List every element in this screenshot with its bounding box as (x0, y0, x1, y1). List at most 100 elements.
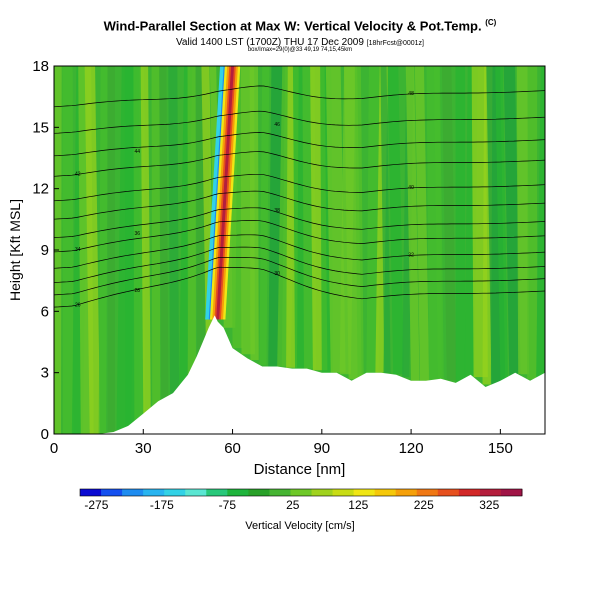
velocity-band (62, 66, 74, 434)
velocity-band (249, 66, 259, 360)
x-axis-label: Distance [nm] (254, 461, 346, 478)
colorbar-frame (79, 488, 523, 497)
colorbar-swatch (80, 489, 102, 496)
title-mark: (C) (485, 18, 497, 27)
isentrope-label: 36 (135, 231, 141, 237)
colorbar-swatch (227, 489, 249, 496)
velocity-band (527, 66, 538, 380)
velocity-band (259, 66, 270, 365)
colorbar-swatch (311, 489, 334, 496)
velocity-band (414, 66, 430, 381)
colorbar-tick-label: -175 (150, 498, 174, 512)
velocity-band (354, 66, 364, 378)
velocity-band (84, 66, 101, 434)
x-tick-label: 0 (50, 440, 58, 457)
subtitle-text: Valid 1400 LST (1700Z) THU 17 Dec 2009 (176, 37, 364, 48)
colorbar-swatch (164, 489, 186, 496)
colorbar-tick-label: -275 (84, 498, 108, 512)
colorbar-swatch (185, 489, 207, 496)
isentrope-line (54, 234, 545, 269)
isentrope-label: 32 (408, 252, 414, 258)
velocity-band (503, 66, 521, 376)
isentrope-line (54, 85, 545, 108)
colorbar-swatch (290, 489, 313, 496)
isentrope-line (54, 190, 545, 220)
velocity-band (159, 66, 169, 400)
isentrope-line (54, 173, 545, 202)
y-axis-label: Height [Kft MSL] (7, 199, 23, 301)
x-tick-label: 60 (224, 440, 241, 457)
isentrope-line (54, 110, 545, 134)
isentrope-label: 34 (75, 247, 81, 253)
velocity-band (107, 66, 116, 433)
colorbar-swatch (206, 489, 228, 496)
isentrope-label: 48 (408, 91, 414, 97)
colorbar-swatch (416, 489, 439, 496)
isentrope-label: 42 (75, 172, 81, 178)
velocity-band (98, 66, 109, 434)
velocity-band (387, 66, 404, 375)
colorbar-swatch (122, 489, 144, 496)
velocity-band (187, 66, 196, 375)
colorbar-swatch (101, 489, 123, 496)
chart-title: Wind-Parallel Section at Max W: Vertical… (0, 18, 600, 33)
colorbar-tick-label: 25 (286, 498, 300, 512)
isentrope-line (54, 257, 545, 296)
x-tick-label: 90 (313, 440, 330, 457)
velocity-band (405, 66, 420, 381)
y-tick-label: 6 (41, 303, 49, 320)
y-tick-label: 18 (32, 58, 49, 75)
title-text: Wind-Parallel Section at Max W: Vertical… (103, 18, 482, 34)
isentrope-line (54, 132, 545, 157)
velocity-band (168, 66, 180, 395)
isentrope-label: 26 (75, 302, 81, 308)
colorbar-tick-label: -75 (219, 498, 237, 512)
x-tick-label: 120 (399, 440, 424, 457)
colorbar-swatch (332, 489, 355, 496)
isentrope-label: 30 (274, 271, 280, 277)
y-tick-label: 12 (32, 181, 49, 198)
colorbar-tick-label: 125 (348, 498, 368, 512)
isentrope-label: 40 (408, 185, 414, 191)
velocity-band (140, 66, 151, 414)
colorbar: -275 -175 -75 25 125 225 325 Vertical Velocity … (79, 488, 523, 532)
velocity-band (516, 66, 529, 375)
terrain-fill (54, 315, 545, 434)
isentrope-label: 46 (274, 122, 280, 128)
y-tick-label: 0 (41, 426, 49, 443)
x-tick-label: 150 (488, 440, 513, 457)
isentrope-line (54, 151, 545, 177)
colorbar-swatch (500, 489, 523, 496)
velocity-band (433, 66, 444, 380)
colorbar-swatch (479, 489, 502, 496)
colorbar-swatch (143, 489, 165, 496)
colorbar-swatch (248, 489, 270, 496)
theta-isentropes: 26 28 30 32 34 36 38 40 42 44 46 48 (54, 85, 545, 308)
colorbar-label: Vertical Velocity [cm/s] (245, 520, 354, 532)
isentrope-line (54, 266, 545, 308)
isentrope-line (54, 220, 545, 253)
colorbar-swatch (437, 489, 460, 496)
colorbar-tick-label: 325 (479, 498, 499, 512)
x-tick-label: 30 (135, 440, 152, 457)
subtitle-forecast: [18hrFcst@0001z] (366, 40, 424, 47)
colorbar-swatch (353, 489, 376, 496)
y-tick-label: 3 (41, 365, 49, 382)
chart-subtitle: Valid 1400 LST (1700Z) THU 17 Dec 2009 [… (0, 37, 600, 48)
terrain (54, 315, 545, 434)
colorbar-swatch (269, 489, 291, 496)
y-tick-label: 9 (41, 242, 49, 259)
colorbar-swatch (458, 489, 481, 496)
colorbar-swatch (374, 489, 397, 496)
y-tick-label: 15 (32, 119, 49, 136)
velocity-band (325, 66, 346, 373)
isentrope-label: 38 (274, 208, 280, 214)
colorbar-tick-label: 225 (414, 498, 434, 512)
isentrope-label: 28 (135, 288, 141, 294)
isentrope-line (54, 207, 545, 238)
velocity-band (455, 66, 466, 383)
chart-info-line: box/Imax=29(0)@33 49,19 74,15,45km (247, 47, 353, 53)
colorbar-swatch (395, 489, 418, 496)
